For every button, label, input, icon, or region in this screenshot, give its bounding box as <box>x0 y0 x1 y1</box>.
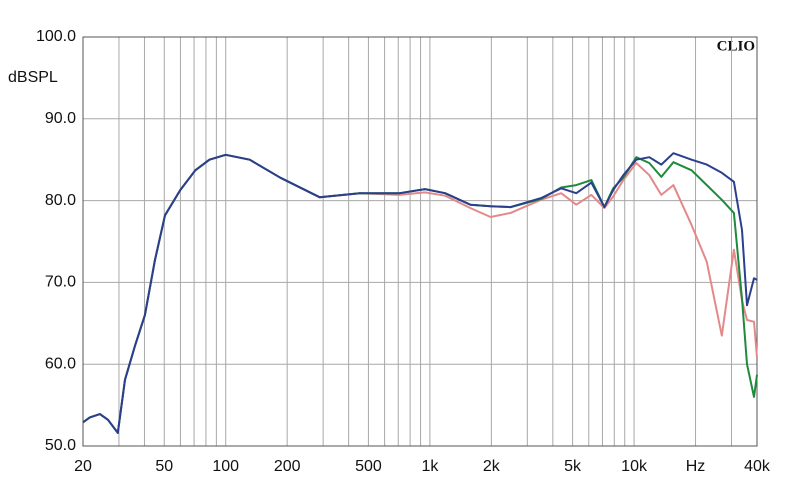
x-tick-label: 2k <box>483 458 501 475</box>
y-tick-label: 80.0 <box>45 192 76 209</box>
x-tick-label: 100 <box>212 458 239 475</box>
plot-border <box>82 36 758 447</box>
y-tick-label: 100.0 <box>36 28 76 45</box>
x-tick-label: 500 <box>355 458 382 475</box>
x-tick-label: 40k <box>744 458 771 475</box>
y-tick-label: 50.0 <box>45 437 76 454</box>
x-tick-label: 200 <box>274 458 301 475</box>
x-tick-label: 10k <box>621 458 648 475</box>
x-tick-label: 5k <box>564 458 582 475</box>
y-tick-label: 90.0 <box>45 110 76 127</box>
x-tick-label: 1k <box>421 458 439 475</box>
y-tick-label: 60.0 <box>45 355 76 372</box>
y-tick-label: 70.0 <box>45 274 76 291</box>
annotation: CLIO <box>717 38 755 54</box>
y-axis-label: dBSPL <box>8 69 58 86</box>
x-tick-label: 50 <box>155 458 173 475</box>
x-tick-label: 20 <box>74 458 92 475</box>
series-line <box>82 152 758 434</box>
x-tick-label: Hz <box>686 458 706 475</box>
